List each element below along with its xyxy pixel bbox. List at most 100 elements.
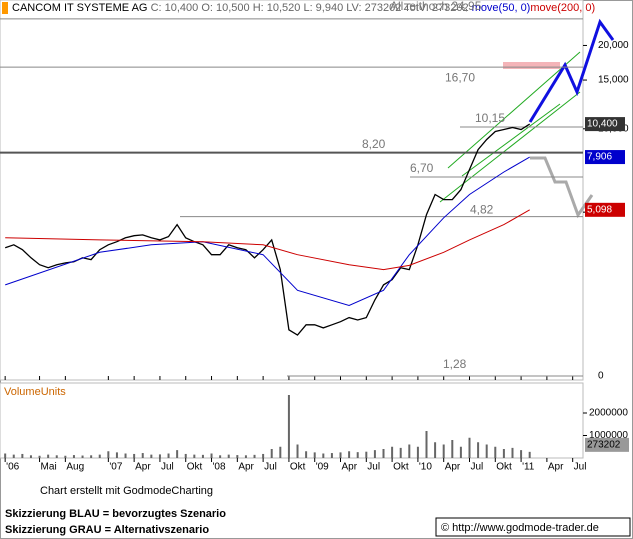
header-part: move(200, 0) (530, 2, 595, 14)
volume-bar (141, 453, 144, 458)
price-tag (585, 117, 625, 132)
level-label: Allzeithoch 24,95 (390, 0, 482, 13)
volume-bar (477, 442, 480, 458)
volume-bar (313, 452, 316, 458)
header-part: move(50, 0) (472, 2, 531, 14)
volume-bar (425, 431, 428, 458)
volume-bar (468, 437, 471, 458)
volume-bar (391, 446, 394, 458)
x-tick-label: Apr (135, 462, 151, 473)
x-tick-label: Apr (548, 462, 564, 473)
volume-bar (219, 455, 222, 458)
x-tick-label: Okt (393, 462, 409, 473)
volume-bar (227, 454, 230, 458)
x-tick-label: '11 (522, 462, 535, 473)
volume-bar (107, 451, 110, 458)
volume-bar (434, 442, 437, 458)
moving-average (5, 209, 530, 271)
x-tick-label: Jul (574, 462, 587, 473)
volume-bar (72, 455, 75, 458)
price-panel (0, 0, 584, 381)
price-tag-label: 7,906 (587, 152, 612, 163)
volume-bar (253, 454, 256, 458)
volume-bar (38, 455, 41, 458)
volume-bar (124, 453, 127, 458)
grey-scenario (530, 156, 594, 219)
header: CANCOM IT SYSTEME AG C: 10,400 O: 10,500… (12, 2, 595, 14)
volume-bar (55, 455, 58, 458)
y-tick-label: 15,000 (598, 75, 629, 86)
volume-bar (287, 395, 290, 458)
volume-bar (305, 451, 308, 458)
y-floor-label: 0 (598, 371, 604, 382)
volume-bar (184, 453, 187, 458)
volume-bar (176, 450, 179, 458)
level-label: 10,15 (475, 111, 505, 125)
volume-title: VolumeUnits (4, 386, 66, 398)
volume-bar (399, 447, 402, 458)
target-zone (503, 62, 560, 69)
volume-bar (365, 451, 368, 458)
volume-bar (270, 449, 273, 458)
x-tick-label: Okt (187, 462, 203, 473)
x-tick-label: Jul (264, 462, 277, 473)
volume-bar (322, 453, 325, 458)
x-tick-label: Okt (290, 462, 306, 473)
source-box (435, 517, 631, 537)
channel-line (461, 103, 561, 177)
x-tick-label: Mai (41, 462, 57, 473)
level-label: 4,82 (470, 203, 494, 217)
volume-bar (442, 444, 445, 458)
volume-bar (408, 444, 411, 458)
volume-bar (356, 452, 359, 458)
x-tick-label: '10 (419, 462, 432, 473)
volume-bar (502, 449, 505, 458)
level-label: 6,70 (410, 161, 434, 175)
source: © http://www.godmode-trader.de (441, 522, 599, 534)
volume-tag (585, 437, 629, 452)
level-label: 8,20 (362, 137, 386, 151)
volume-bar (244, 455, 247, 458)
price-line (4, 123, 531, 336)
blue-scenario (528, 18, 615, 123)
volume-bar (339, 452, 342, 458)
header-part: CANCOM IT SYSTEME AG (12, 2, 148, 14)
credit: Chart erstellt mit GodmodeCharting (40, 485, 213, 497)
volume-bar (373, 450, 376, 458)
volume-bar (167, 453, 170, 458)
moving-average (5, 156, 530, 307)
volume-bar (528, 451, 531, 458)
price-tag-label: 5,098 (587, 204, 612, 215)
x-tick-label: Jul (470, 462, 483, 473)
x-tick-label: Aug (66, 462, 84, 473)
volume-bar (133, 453, 136, 458)
volume-tick-label: 1000000 (589, 430, 628, 441)
volume-bar (81, 455, 84, 458)
header-text: CANCOM IT SYSTEME AG C: 10,400 O: 10,500… (12, 2, 595, 14)
volume-bar (210, 453, 213, 458)
header-part: C: 10,400 O: 10,500 H: 10,520 L: 9,940 L… (151, 2, 469, 14)
volume-bar (90, 455, 93, 458)
volume-bar (201, 454, 204, 458)
level-label: 1,28 (443, 357, 467, 371)
x-tick-label: Apr (238, 462, 254, 473)
volume-tick-label: 2000000 (589, 408, 628, 419)
volume-tag-label: 273202 (587, 439, 621, 450)
volume-bar (330, 453, 333, 458)
volume-bar (29, 455, 32, 458)
volume-bar (382, 449, 385, 458)
volume-bar (451, 440, 454, 458)
x-tick-label: Okt (496, 462, 512, 473)
volume-bar (296, 444, 299, 458)
x-tick-label: '08 (213, 462, 226, 473)
volume-bar (115, 452, 118, 458)
volume-bar (98, 454, 101, 458)
volume-bar (416, 446, 419, 458)
channel-line (447, 51, 581, 169)
volume-bar (21, 453, 24, 458)
volume-bar (494, 446, 497, 458)
price-tag (585, 150, 625, 165)
header-icon (2, 2, 8, 14)
note: Skizzierung GRAU = Alternativszenario (5, 524, 209, 536)
